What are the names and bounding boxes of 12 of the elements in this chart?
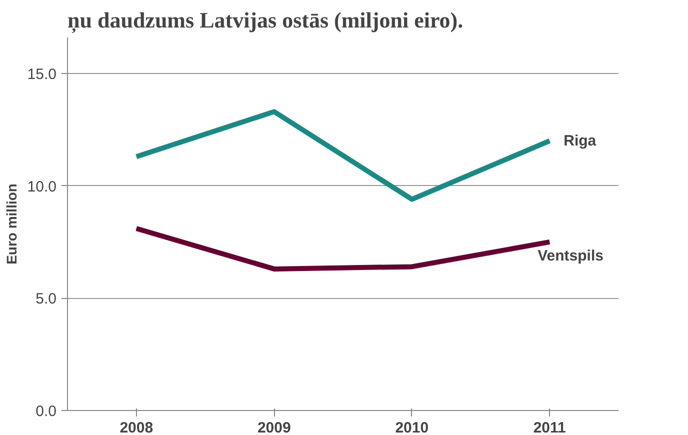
y-tick-label: 0.0 (36, 403, 57, 420)
y-axis-title: Euro million (3, 184, 20, 264)
x-tick-label: 2011 (533, 420, 566, 435)
series-label: Ventspils (538, 247, 604, 264)
x-tick-label: 2009 (257, 420, 291, 435)
y-tick-label: 5.0 (36, 290, 57, 308)
x-tick-label: 2010 (395, 420, 429, 435)
y-tick-label: 15.0 (27, 66, 57, 83)
y-tick-label: 10.0 (27, 178, 57, 196)
series-label: Riga (564, 132, 597, 150)
chart-title: ņu daudzums Latvijas ostās (miljoni eiro). (68, 8, 464, 34)
x-tick-label: 2008 (120, 420, 154, 435)
